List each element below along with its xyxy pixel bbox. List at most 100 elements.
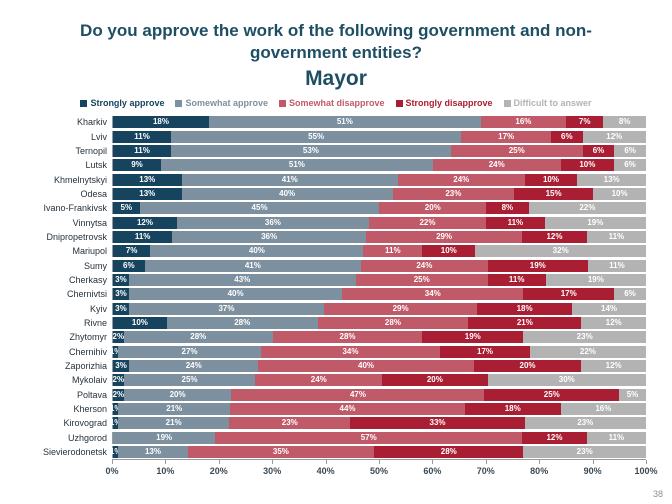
bar-row: Odesa 13% 40% 23% 15% 10% <box>8 187 646 201</box>
bar-rows: Kharkiv 18% 51% 16% 7% 8% Lviv 11% 55% 17% 6% 12% Te… <box>8 115 646 459</box>
stacked-bar: 2% 28% 28% 19% 23% <box>112 331 646 344</box>
bar-segment: 53% <box>171 145 451 157</box>
legend-item: Somewhat disapprove <box>278 98 385 108</box>
stacked-bar: 9% 51% 24% 10% 6% <box>112 159 646 172</box>
bar-row: Chernihiv 1% 27% 34% 17% 22% <box>8 344 646 358</box>
bar-segment: 2% <box>112 331 125 344</box>
bar-segment-value: 6% <box>592 146 605 155</box>
bar-segment: 6% <box>614 145 646 157</box>
category-label: Odesa <box>80 188 107 199</box>
axis-tick-mark <box>218 460 220 465</box>
stacked-bar: 5% 45% 20% 8% 22% <box>112 202 646 215</box>
bar-segment-value: 20% <box>169 389 186 399</box>
bar-row: Khmelnytskyi 13% 41% 24% 10% 13% <box>8 173 646 187</box>
category-label: Cherkasy <box>68 274 107 285</box>
bar-segment: 19% <box>487 259 588 272</box>
bar-segment: 23% <box>229 417 351 430</box>
bar-segment-value: 6% <box>624 146 636 155</box>
category-label: Vinnytsa <box>72 217 107 228</box>
bar-segment-value: 12% <box>605 317 622 327</box>
bar-segment: 13% <box>113 187 182 200</box>
bar-row: Chernivtsi 3% 40% 34% 17% 6% <box>8 287 646 301</box>
bar-segment: 25% <box>484 388 620 401</box>
bar-segment: 16% <box>480 116 567 129</box>
bar-row: Poltava 2% 20% 47% 25% 5% <box>8 387 646 401</box>
bar-segment-value: 43% <box>234 274 251 284</box>
axis-tick-mark <box>165 460 167 465</box>
bar-segment-value: 55% <box>308 131 325 141</box>
bar-segment-value: 17% <box>477 346 494 356</box>
bar-segment-value: 17% <box>498 131 515 141</box>
bar-segment: 7% <box>566 116 604 129</box>
bar-segment: 10% <box>422 245 476 258</box>
bar-segment: 23% <box>523 445 646 458</box>
bar-segment-value: 45% <box>251 203 268 213</box>
bar-segment: 18% <box>113 116 209 129</box>
stacked-bar: 6% 41% 24% 19% 11% <box>112 259 646 272</box>
bar-segment: 19% <box>545 273 646 286</box>
axis-tick-mark <box>379 460 380 465</box>
bar-segment-value: 23% <box>576 332 593 342</box>
bar-segment-value: 6% <box>123 260 135 270</box>
category-label: Rivne <box>83 317 107 328</box>
bar-segment: 6% <box>113 259 145 272</box>
bar-segment-value: 11% <box>385 246 401 256</box>
bar-segment: 3% <box>113 288 129 301</box>
bar-segment-value: 25% <box>413 274 430 284</box>
legend-swatch <box>395 99 403 107</box>
bar-segment-value: 8% <box>618 117 631 127</box>
bar-segment-value: 24% <box>453 174 470 184</box>
bar-segment: 40% <box>128 288 343 301</box>
bar-segment-value: 13% <box>139 174 156 184</box>
bar-segment: 40% <box>150 245 364 258</box>
bar-segment: 2% <box>113 388 124 401</box>
axis-tick-label: 90% <box>583 466 602 477</box>
bar-segment-value: 19% <box>464 332 481 342</box>
bar-segment: 22% <box>529 345 646 358</box>
bar-segment: 10% <box>113 316 167 329</box>
axis-tick-label: 30% <box>263 466 282 477</box>
bar-segment-value: 21% <box>516 317 533 327</box>
axis-tick-label: 100% <box>634 466 658 477</box>
bar-segment-value: 13% <box>603 174 620 184</box>
bar-segment: 34% <box>260 345 441 358</box>
bar-segment-value: 13% <box>144 446 161 456</box>
bar-segment-value: 10% <box>579 160 596 170</box>
bar-segment-value: 33% <box>429 418 446 428</box>
page-number: 38 <box>652 489 663 499</box>
bar-segment: 6% <box>614 159 646 172</box>
bar-segment-value: 2% <box>112 332 125 342</box>
bar-segment-value: 19% <box>156 432 173 442</box>
bar-segment-value: 36% <box>264 217 281 227</box>
bar-row: Kharkiv 18% 51% 16% 7% 8% <box>8 115 646 129</box>
axis-tick-mark <box>646 460 647 465</box>
bar-row: Ternopil 11% 53% 25% 6% 6% <box>8 144 646 158</box>
bar-segment: 1% <box>110 345 121 358</box>
bar-segment: 7% <box>113 245 151 258</box>
bar-segment: 55% <box>171 130 462 143</box>
bar-segment-value: 25% <box>543 389 560 399</box>
bar-segment-value: 1% <box>109 403 122 413</box>
legend-label: Difficult to answer <box>513 98 592 109</box>
stacked-bar: 3% 24% 40% 20% 12% <box>112 359 646 372</box>
axis-tick-mark <box>272 460 274 465</box>
bar-segment: 57% <box>215 431 523 444</box>
bar-segment-value: 11% <box>134 146 150 155</box>
bar-segment-value: 53% <box>302 146 319 155</box>
category-label: Poltava <box>76 389 107 400</box>
bar-segment-value: 22% <box>579 346 596 356</box>
bar-segment: 12% <box>522 431 587 444</box>
bar-row: Sievierodonetsk 1% 13% 35% 28% 23% <box>8 445 646 459</box>
bar-segment: 41% <box>144 259 362 272</box>
bar-segment: 3% <box>113 302 129 315</box>
bar-row: Uzhgorod 19% 57% 12% 11% <box>8 430 646 444</box>
bar-segment: 33% <box>350 417 525 430</box>
bar-segment: 25% <box>450 145 583 157</box>
bar-segment: 8% <box>603 116 646 129</box>
bar-segment: 20% <box>382 374 488 387</box>
bar-segment-value: 11% <box>134 231 151 241</box>
bar-segment-value: 27% <box>181 346 198 356</box>
bar-segment: 23% <box>392 187 515 200</box>
bar-segment: 11% <box>487 273 546 286</box>
bar-segment-value: 25% <box>508 146 525 155</box>
